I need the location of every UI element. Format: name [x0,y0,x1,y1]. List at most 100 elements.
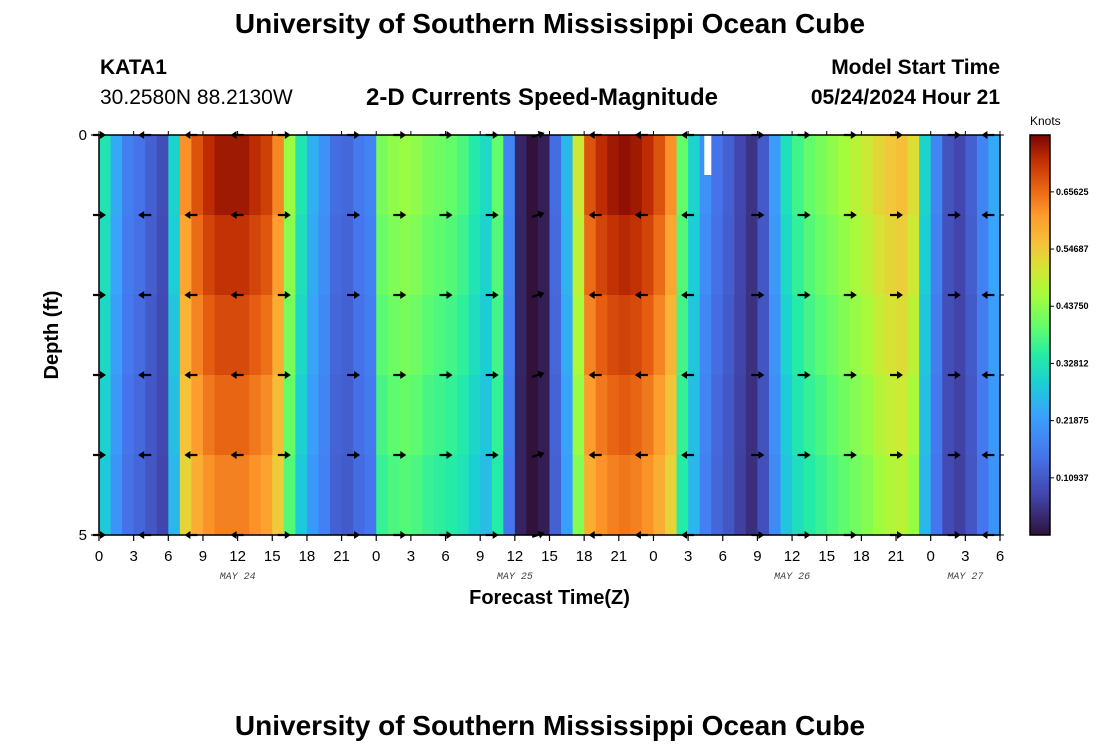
current-vector-arrow [947,291,961,299]
heatmap-cell [953,295,966,376]
heatmap-cell [665,215,678,296]
current-vector-arrow [439,451,453,459]
heatmap-cell [722,215,735,296]
heatmap-cell [872,375,886,456]
heatmap-cell [896,455,909,536]
heatmap-cell [99,455,112,536]
heatmap-cell [976,295,990,376]
heatmap-cell [537,135,551,216]
heatmap-cell [815,455,828,536]
heatmap-cell [537,295,551,376]
x-tick-label: 15 [541,548,558,565]
heatmap-cell [872,135,886,216]
heatmap-cell [399,135,412,216]
current-vector-arrow [277,291,291,299]
heatmap-cell [526,375,539,456]
heatmap-cell [919,135,932,216]
colorbar-tick-label: 0.54687 [1056,244,1089,254]
heatmap-cell [283,215,296,296]
heatmap-cell [433,135,447,216]
colorbar-tick-label: 0.65625 [1056,187,1089,197]
heatmap-cell [618,455,631,536]
heatmap-cell [110,375,123,456]
heatmap-cell [168,375,181,456]
heatmap-cell [722,455,735,536]
heatmap-cell [584,215,597,296]
heatmap-cell [156,215,169,296]
heatmap-cell [549,375,562,456]
heatmap-cell [688,215,701,296]
heatmap-cell [491,455,504,536]
current-vector-arrow [347,211,361,219]
heatmap-cell [907,455,920,536]
current-vector-arrow [843,371,857,379]
heatmap-cell [179,375,193,456]
heatmap-cell [676,455,689,536]
heatmap-cell [792,215,805,296]
heatmap-cell [341,135,354,216]
heatmap-cell [503,375,516,456]
heatmap-cell [988,375,1001,456]
heatmap-cell [503,215,516,296]
heatmap-cell [768,215,782,296]
current-vector-arrow [947,211,961,219]
heatmap-cell [849,295,862,376]
heatmap-cell [202,455,216,536]
heatmap-cell [295,455,308,536]
y-axis: 05 [79,127,1004,544]
heatmap-cell [503,295,516,376]
heatmap-cell [457,295,470,376]
heatmap-cell [249,455,262,536]
heatmap-cell [722,135,735,216]
footer-title: University of Southern Mississippi Ocean… [234,710,866,741]
heatmap-cell [514,215,527,296]
heatmap-cell [179,215,193,296]
heatmap-cell [445,375,458,456]
heatmap-cell [480,455,493,536]
heatmap-cell [838,455,851,536]
heatmap-cell [422,295,435,376]
heatmap-cell [491,135,504,216]
x-tick-label: 6 [996,548,1004,565]
heatmap-cell [722,375,735,456]
heatmap-cell [699,215,712,296]
heatmap-cell [226,455,239,536]
heatmap-cell [792,455,805,536]
heatmap-cell [283,455,296,536]
heatmap-cell [930,295,943,376]
current-vector-arrow [751,211,765,219]
current-vector-arrow [531,290,545,299]
current-vector-arrow [751,371,765,379]
y-axis-title: Depth (ft) [41,291,63,380]
heatmap-cell [965,135,978,216]
y-tick-label: 0 [79,127,87,144]
heatmap-cell [480,375,493,456]
current-vector-arrow [138,211,152,219]
heatmap-cell [572,295,585,376]
current-vector-arrow [681,291,695,299]
heatmap-cell [480,215,493,296]
x-tick-label: 6 [441,548,449,565]
heatmap-cell [930,215,943,296]
current-vector-arrow [230,211,244,219]
heatmap-cell [237,455,250,536]
heatmap-cell [872,295,886,376]
current-vector-arrow [890,291,903,299]
heatmap-cell [630,215,643,296]
heatmap-cell [803,295,816,376]
x-tick-label: 21 [888,548,905,565]
heatmap-cell [422,375,435,456]
heatmap-cell [849,135,862,216]
heatmap-cell [457,135,470,216]
heatmap-cell [872,455,886,536]
current-vector-arrow [947,451,961,459]
heatmap-cell [491,295,504,376]
heatmap-cell [341,295,354,376]
heatmap-cell [688,375,701,456]
heatmap-cell [653,375,666,456]
current-vector-arrow [981,291,995,299]
heatmap-cell [884,215,897,296]
current-speed-heatmap: 0 3 6 9 12 15 18 21 0 3 6 9 12 15 18 21 0 3 6 9 12 15 18 21 0 3 6 M… [41,114,1089,609]
heatmap-cell [433,215,447,296]
heatmap-cell [168,135,181,216]
